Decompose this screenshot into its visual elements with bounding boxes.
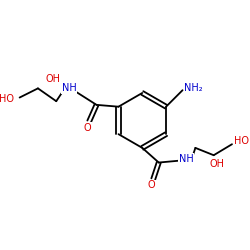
Text: NH: NH xyxy=(179,154,194,164)
Text: OH: OH xyxy=(45,74,60,84)
Text: NH₂: NH₂ xyxy=(184,84,203,94)
Text: O: O xyxy=(148,180,155,190)
Text: OH: OH xyxy=(210,159,225,169)
Text: O: O xyxy=(84,123,91,133)
Text: HO: HO xyxy=(0,94,14,104)
Text: HO: HO xyxy=(234,136,249,146)
Text: NH: NH xyxy=(62,84,76,94)
